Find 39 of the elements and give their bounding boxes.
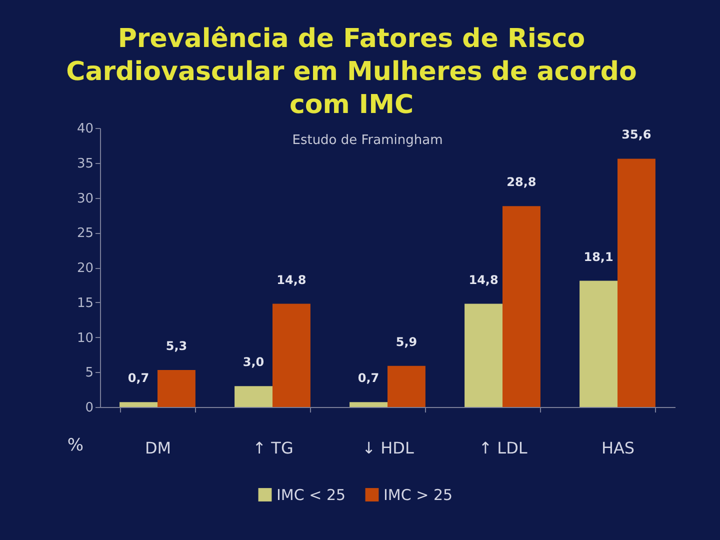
bar [502,206,540,407]
y-tick-label: 35 [76,156,94,172]
x-tick-label: DM [144,438,172,458]
bar [158,370,196,407]
x-tick-label: ↑ TG [252,438,294,458]
data-label: 35,6 [622,128,652,142]
data-label: 5,9 [396,334,418,349]
data-label: 3,0 [242,355,264,370]
x-tick-label: ↓ HDL [362,438,414,458]
legend-label: IMC < 25 [276,486,346,504]
bar [234,386,272,407]
data-label: 28,8 [506,175,536,190]
y-tick-label: 5 [85,366,94,381]
legend-label: IMC > 25 [384,486,453,504]
x-tick-label: HAS [601,438,635,458]
y-tick-label: 40 [76,122,94,136]
y-axis-title: % [67,436,84,456]
bar [272,304,310,407]
annotation: Estudo de Framingham [292,133,443,148]
bar [464,304,502,407]
bar [618,158,656,407]
bar [388,366,426,407]
x-tick-label: ↑ LDL [478,438,528,458]
bar [120,402,158,407]
chart-title: Prevalência de Fatores de Risco Cardiovascular em Mulheres de acordo com IMC [66,24,637,120]
data-label: 14,8 [276,272,306,287]
y-tick-label: 0 [85,400,94,416]
data-label: 14,8 [468,272,498,287]
y-tick-label: 15 [76,296,94,311]
y-tick-label: 10 [76,330,94,346]
y-tick-label: 20 [76,261,94,276]
bar [580,280,618,407]
data-label: 18,1 [584,250,614,264]
y-tick-label: 30 [76,191,94,206]
data-label: 5,3 [166,339,188,354]
data-label: 0,7 [128,371,150,386]
data-label: 0,7 [358,371,380,386]
y-tick-label: 25 [76,226,94,242]
bar [350,402,388,407]
